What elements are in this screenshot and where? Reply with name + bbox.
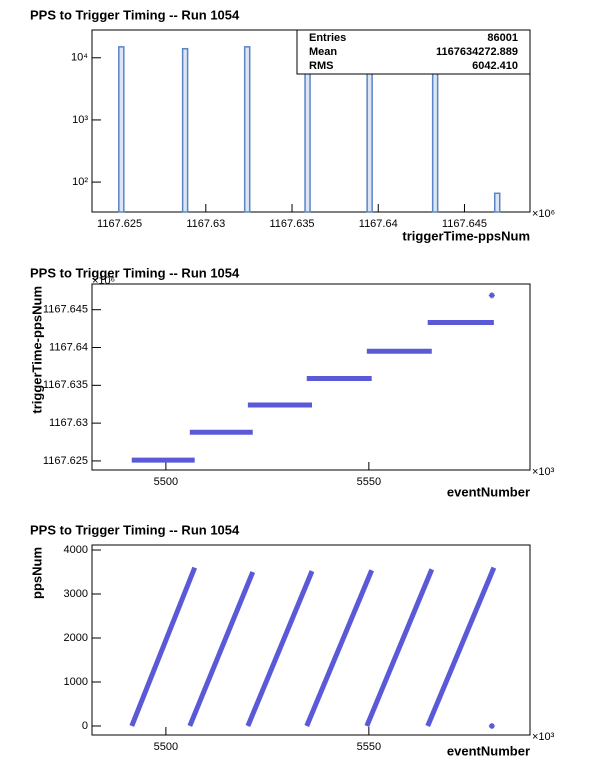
x-tick-label: 1167.625 bbox=[97, 218, 142, 230]
chart-title: PPS to Trigger Timing -- Run 1054 bbox=[30, 7, 240, 22]
y-axis-label: triggerTime-ppsNum bbox=[29, 286, 44, 414]
stats-value: 1167634272.889 bbox=[436, 46, 518, 58]
y-tick-label: 0 bbox=[82, 720, 88, 732]
chart-title: PPS to Trigger Timing -- Run 1054 bbox=[30, 522, 240, 537]
data-band bbox=[245, 570, 315, 727]
y-tick-label: 1167.63 bbox=[49, 417, 88, 429]
histogram-bar bbox=[243, 46, 251, 213]
y-tick-label: 10² bbox=[72, 176, 88, 188]
x-axis-label: eventNumber bbox=[447, 743, 530, 758]
histogram-bar bbox=[181, 47, 189, 213]
chart-title: PPS to Trigger Timing -- Run 1054 bbox=[30, 265, 240, 280]
stats-value: 86001 bbox=[487, 32, 518, 44]
x-tick-label: 5550 bbox=[357, 476, 381, 488]
plot-frame bbox=[91, 544, 531, 736]
x-tick-label: 1167.64 bbox=[359, 218, 398, 230]
x-axis-label: triggerTime-ppsNum bbox=[402, 228, 530, 243]
y-tick-label: 3000 bbox=[64, 588, 88, 600]
y-axis-label: ppsNum bbox=[29, 547, 44, 599]
plot-frame bbox=[91, 283, 531, 471]
histogram-bar bbox=[493, 192, 501, 213]
y-tick-label: 1167.64 bbox=[49, 341, 88, 353]
stats-label: Entries bbox=[309, 32, 346, 44]
stats-value: 6042.410 bbox=[472, 60, 518, 72]
histogram-bar bbox=[118, 46, 125, 213]
x-axis-label: eventNumber bbox=[447, 484, 530, 499]
y-tick-label: 1167.635 bbox=[43, 379, 88, 391]
y-tick-label: 4000 bbox=[64, 544, 88, 556]
point-marker bbox=[488, 292, 495, 299]
y-tick-label: 10³ bbox=[72, 114, 88, 126]
x-tick-label: 5550 bbox=[357, 741, 381, 753]
y-tick-label: 1167.625 bbox=[43, 455, 88, 467]
y-multiplier: ×10⁶ bbox=[92, 275, 115, 287]
stats-label: RMS bbox=[309, 60, 333, 72]
x-multiplier: ×10³ bbox=[532, 466, 555, 478]
data-band bbox=[187, 571, 256, 727]
y-tick-label: 1000 bbox=[64, 676, 88, 688]
stats-label: Mean bbox=[309, 46, 337, 58]
x-multiplier: ×10³ bbox=[532, 731, 555, 743]
data-band bbox=[364, 568, 435, 727]
x-multiplier: ×10⁶ bbox=[532, 208, 555, 220]
x-tick-label: 1167.645 bbox=[442, 218, 487, 230]
x-tick-label: 5500 bbox=[154, 476, 178, 488]
y-tick-label: 2000 bbox=[64, 632, 88, 644]
stats-box bbox=[296, 29, 531, 75]
x-tick-label: 1167.63 bbox=[186, 218, 225, 230]
y-tick-label: 1167.645 bbox=[43, 304, 88, 316]
x-tick-label: 1167.635 bbox=[269, 218, 314, 230]
point-marker bbox=[488, 722, 495, 729]
data-band bbox=[425, 566, 497, 727]
data-band bbox=[129, 566, 198, 727]
x-tick-label: 5500 bbox=[154, 741, 178, 753]
data-band bbox=[304, 569, 374, 727]
y-tick-label: 10⁴ bbox=[71, 52, 88, 64]
